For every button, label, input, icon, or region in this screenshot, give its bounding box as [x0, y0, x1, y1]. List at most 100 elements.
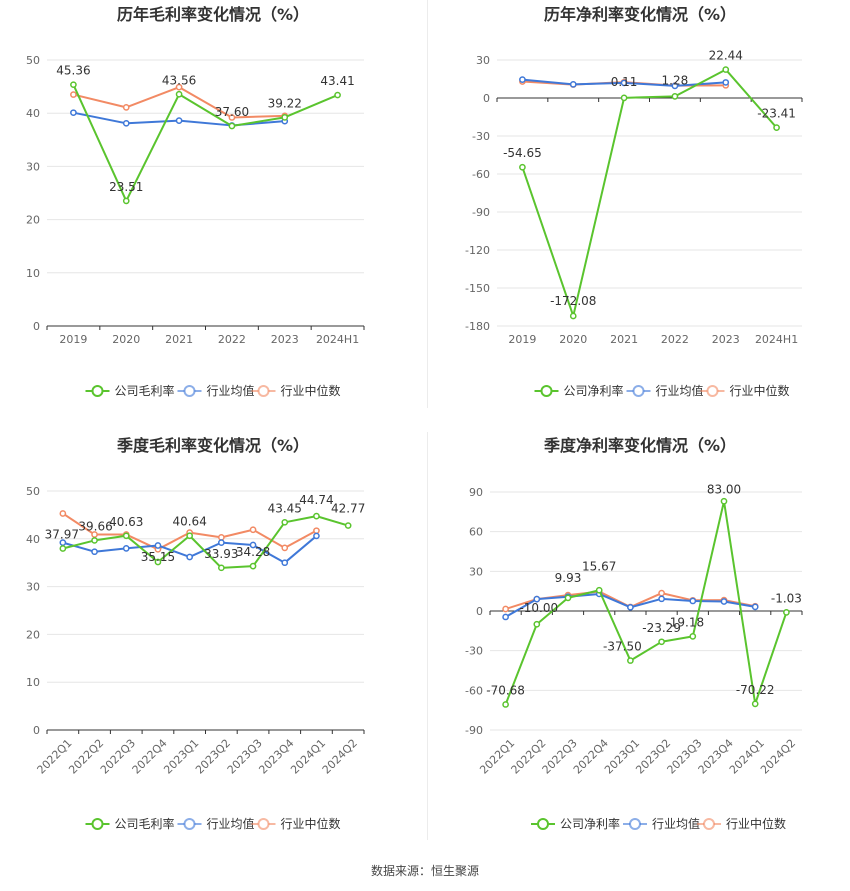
chart-title: 季度毛利率变化情况（%）	[116, 436, 309, 455]
legend: 公司净利率 行业均值 行业中位数	[531, 816, 786, 831]
y-tick-label: -180	[465, 320, 490, 333]
data-point-industry_mean	[249, 541, 257, 549]
legend-label: 行业均值	[207, 383, 255, 398]
chart-quarterly-gross: 季度毛利率变化情况（%）010203040502022Q12022Q22022Q…	[26, 436, 365, 831]
legend-label: 行业均值	[656, 383, 704, 398]
y-tick-label: 50	[26, 54, 40, 67]
data-point-company	[218, 564, 225, 572]
data-label: -37.50	[603, 640, 642, 654]
y-tick-label: 50	[26, 485, 40, 498]
data-point-company	[720, 497, 728, 505]
data-point-company	[70, 81, 77, 89]
data-label: -19.18	[665, 615, 704, 629]
data-point-company	[671, 93, 679, 100]
legend-item-company: 公司净利率	[534, 383, 624, 398]
data-source-label: 数据来源：	[370, 864, 431, 878]
x-tick-label: 2024H1	[316, 333, 359, 346]
data-point-industry_median	[175, 83, 183, 91]
series-line-company	[72, 84, 338, 202]
data-point-company	[658, 638, 665, 646]
data-point-industry_mean	[533, 595, 541, 603]
data-label: -10.00	[519, 601, 558, 615]
y-tick-label: -90	[472, 206, 490, 219]
data-point-company	[620, 94, 628, 102]
chart-title: 历年净利率变化情况（%）	[544, 5, 736, 24]
y-tick-label: 30	[26, 160, 40, 173]
legend-label: 行业中位数	[726, 816, 786, 831]
chart-title: 历年毛利率变化情况（%）	[117, 5, 309, 24]
data-point-industry_median	[122, 103, 130, 111]
data-label: -54.65	[503, 146, 542, 160]
data-point-company	[122, 532, 130, 540]
data-point-company	[569, 312, 577, 320]
legend-label: 公司净利率	[560, 816, 620, 831]
legend-item-industry_median: 行业中位数	[251, 383, 341, 398]
legend-label: 公司毛利率	[115, 383, 175, 398]
data-point-company	[751, 700, 759, 708]
data-point-company	[773, 124, 780, 132]
legend-label: 行业中位数	[730, 383, 790, 398]
data-point-company	[533, 620, 541, 628]
x-tick-label: 2019	[508, 333, 536, 346]
data-point-company	[519, 163, 526, 171]
y-tick-label: 30	[26, 581, 40, 594]
data-point-industry_mean	[70, 109, 77, 117]
x-tick-label: 2024H1	[755, 333, 798, 346]
data-point-industry_mean	[722, 79, 730, 86]
data-point-company	[783, 609, 790, 616]
y-tick-label: 20	[26, 628, 40, 641]
data-point-industry_mean	[751, 603, 759, 611]
y-tick-label: 0	[476, 605, 483, 618]
data-label: 43.41	[320, 74, 354, 88]
legend-item-industry_median: 行业中位数	[697, 816, 786, 831]
data-point-company	[344, 522, 352, 529]
data-point-company	[281, 518, 289, 526]
legend-swatch-marker	[703, 818, 715, 830]
data-label: 33.93	[204, 547, 238, 561]
data-label: 37.97	[45, 528, 79, 542]
data-point-company	[154, 558, 162, 566]
data-point-company	[564, 594, 572, 602]
data-point-company	[627, 657, 634, 664]
legend-item-industry_median: 行业中位数	[700, 383, 790, 398]
data-point-company	[689, 633, 697, 640]
data-point-company	[281, 113, 289, 121]
legend-item-company: 公司毛利率	[85, 383, 175, 398]
data-label: 1.28	[662, 73, 689, 87]
data-source-value: 恒生聚源	[431, 864, 480, 878]
data-point-industry_mean	[658, 595, 665, 603]
x-tick-label: 2019	[59, 333, 87, 346]
legend-item-industry_mean: 行业均值	[177, 816, 255, 831]
data-point-industry_median	[228, 114, 236, 121]
data-label: 39.22	[268, 96, 302, 110]
data-label: 39.66	[78, 519, 112, 533]
chart-annual-gross: 历年毛利率变化情况（%） 0 10 20 30 40 50 2019 2020 2021 2022 2…	[26, 5, 365, 398]
legend-swatch-marker	[537, 818, 549, 830]
data-point-company	[228, 122, 236, 130]
x-tick-label: 2024Q2	[758, 737, 798, 777]
data-label: 23.51	[109, 180, 143, 194]
legend-item-company: 公司毛利率	[85, 816, 175, 831]
legend-label: 行业中位数	[281, 816, 341, 831]
x-tick-label: 2021	[610, 333, 638, 346]
legend-swatch-marker	[91, 818, 104, 830]
y-tick-label: 90	[469, 486, 483, 499]
data-point-industry_mean	[122, 119, 130, 127]
legend-item-industry_mean: 行业均值	[626, 383, 704, 398]
data-point-industry_mean	[620, 79, 628, 87]
data-label: 35.15	[141, 550, 175, 564]
data-point-industry_mean	[519, 76, 526, 83]
data-label: 40.63	[109, 515, 143, 529]
x-tick-label: 2020	[112, 333, 140, 346]
series-line-company	[504, 500, 788, 705]
data-point-industry_mean	[671, 82, 679, 90]
data-label: -172.08	[550, 294, 596, 308]
data-point-company	[502, 701, 509, 708]
charts-canvas: 历年毛利率变化情况（%） 0 10 20 30 40 50 2019 2020 2021 2022 2…	[26, 5, 803, 831]
vertical-divider-top	[427, 0, 428, 408]
legend-label: 行业均值	[207, 816, 255, 831]
data-point-company	[59, 545, 67, 552]
data-label: 83.00	[707, 482, 741, 496]
legend-label: 行业均值	[652, 816, 700, 831]
